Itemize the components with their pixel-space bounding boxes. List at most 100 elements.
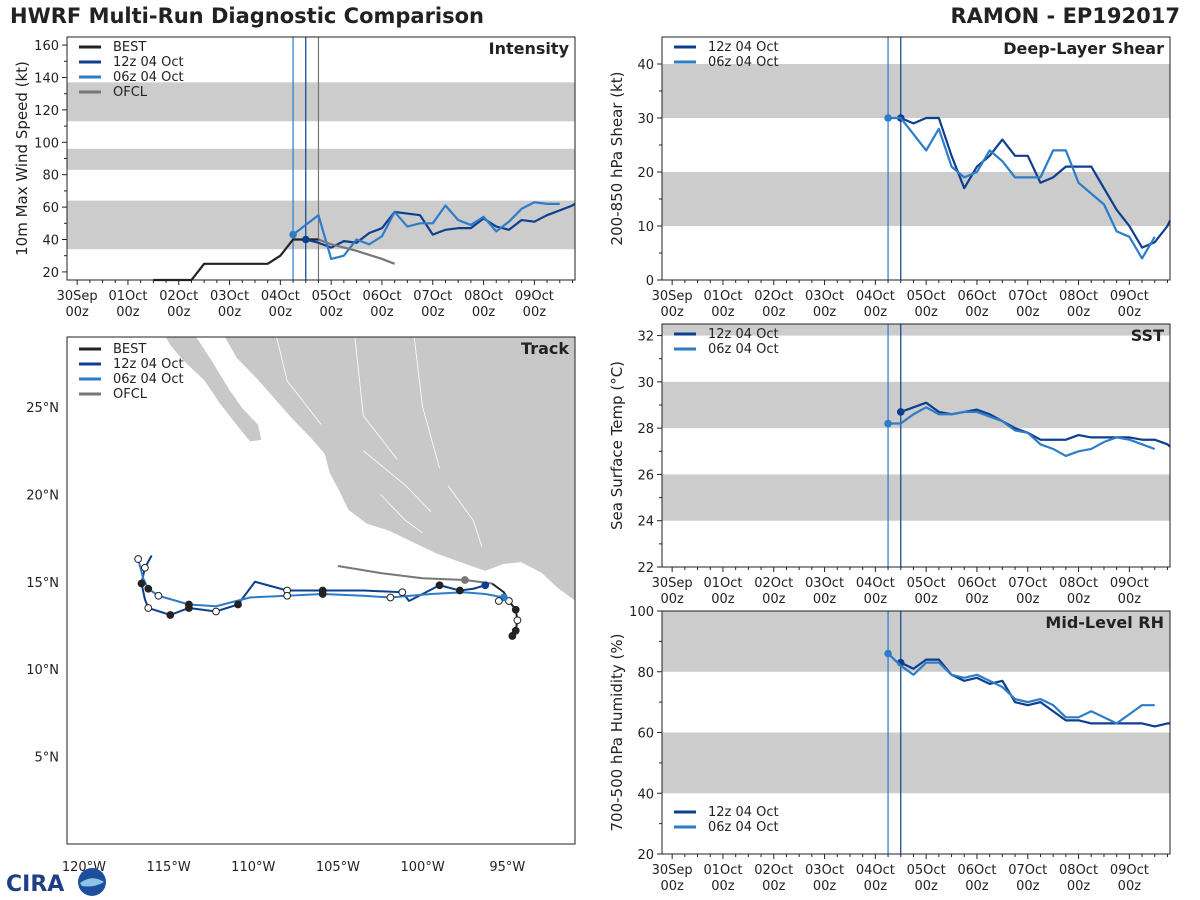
sst-xtick-label: 30Sep	[652, 576, 693, 591]
shear-xtick-label: 09Oct	[1110, 289, 1149, 304]
sst-frame	[661, 323, 1171, 568]
shear-xtick-label: 00z	[965, 305, 989, 320]
track-line-ofcl	[337, 565, 493, 585]
shear-xtick-label: 00z	[1118, 305, 1142, 320]
track-point	[455, 586, 464, 595]
shear-xtick-label: 00z	[1016, 305, 1040, 320]
sst-band	[662, 474, 1170, 521]
rh-ytick-label: 20	[637, 848, 654, 863]
shear-xtick-label: 04Oct	[856, 289, 895, 304]
rh-xtick-label: 00z	[864, 879, 888, 894]
rh-xtick-label: 02Oct	[754, 863, 793, 878]
track-xtick-label: 95°W	[489, 860, 525, 875]
track-title: Track	[521, 339, 569, 358]
sst-ytick-label: 28	[637, 422, 654, 437]
track-point	[185, 600, 193, 609]
rh-xtick-label: 00z	[813, 879, 837, 894]
intensity-series-ofcl	[318, 238, 396, 265]
sst-xtick-label: 00z	[1067, 592, 1091, 607]
track-line-run12	[140, 555, 486, 616]
track-point	[166, 611, 175, 619]
shear-xtick-label: 00z	[1067, 305, 1091, 320]
storm-title: RAMON - EP192017	[950, 4, 1181, 28]
shear-xtick-label: 01Oct	[703, 289, 742, 304]
intensity-xtick-label: 00z	[269, 305, 293, 320]
intensity-ytick-label: 80	[42, 169, 59, 184]
intensity-title: Intensity	[489, 39, 570, 58]
sst-ytick-label: 32	[637, 330, 654, 345]
track-line-run06	[137, 558, 505, 608]
sst-start-marker	[884, 419, 892, 428]
intensity-ylabel: 10m Max Wind Speed (kt)	[13, 61, 31, 256]
track-xtick-label: 105°W	[316, 860, 360, 875]
rh-xtick-label: 30Sep	[652, 863, 693, 878]
shear-xtick-label: 00z	[711, 305, 735, 320]
intensity-legend-label: 06z 04 Oct	[113, 70, 184, 85]
sst-band	[662, 324, 1170, 336]
track-point	[283, 591, 292, 600]
track-point	[144, 584, 153, 593]
rh-xtick-label: 00z	[965, 879, 989, 894]
sst-series-run06	[888, 406, 1156, 458]
sst-ytick-label: 24	[637, 515, 654, 530]
intensity-xtick-label: 08Oct	[464, 289, 503, 304]
rh-xtick-label: 03Oct	[805, 863, 844, 878]
sst-xtick-label: 00z	[660, 592, 684, 607]
logo-text: CIRA	[6, 872, 64, 897]
track-legend-label: BEST	[113, 342, 146, 357]
track-ytick-label: 15°N	[26, 576, 59, 591]
intensity-series-run12	[305, 202, 576, 249]
rh-xtick-label: 00z	[914, 879, 938, 894]
intensity-ytick-label: 20	[42, 266, 59, 281]
state-border	[354, 337, 398, 460]
rh-title: Mid-Level RH	[1045, 613, 1164, 632]
sst-xtick-label: 06Oct	[957, 576, 996, 591]
land-mass	[164, 337, 575, 602]
track-point	[513, 616, 522, 625]
track-ytick-label: 25°N	[26, 401, 59, 416]
rh-xtick-label: 00z	[762, 879, 786, 894]
track-point	[481, 581, 490, 590]
rh-xtick-label: 05Oct	[907, 863, 946, 878]
sst-xtick-label: 00z	[1016, 592, 1040, 607]
shear-ylabel: 200-850 hPa Shear (kt)	[608, 72, 626, 246]
shear-ytick-label: 40	[637, 58, 654, 73]
rh-ytick-label: 40	[637, 787, 654, 802]
page-title: HWRF Multi-Run Diagnostic Comparison	[10, 4, 485, 28]
rh-ytick-label: 60	[637, 727, 654, 742]
sst-xtick-label: 08Oct	[1059, 576, 1098, 591]
intensity-xtick-label: 00z	[116, 305, 140, 320]
shear-panel: 01020304030Sep00z01Oct00z02Oct00z03Oct00…	[608, 36, 1171, 320]
track-point	[212, 607, 220, 616]
intensity-xtick-label: 00z	[319, 305, 343, 320]
sst-xtick-label: 00z	[965, 592, 989, 607]
state-border	[276, 337, 322, 425]
state-border	[363, 450, 432, 513]
shear-frame	[661, 36, 1171, 281]
track-legend-label: 12z 04 Oct	[113, 357, 184, 372]
track-point	[144, 604, 153, 612]
track-point	[398, 588, 407, 597]
track-point	[435, 581, 444, 590]
intensity-xtick-label: 00z	[472, 305, 496, 320]
intensity-legend-label: BEST	[113, 40, 146, 55]
sst-xtick-label: 00z	[864, 592, 888, 607]
shear-xtick-label: 00z	[762, 305, 786, 320]
track-ytick-label: 10°N	[26, 663, 59, 678]
rh-xtick-label: 09Oct	[1110, 863, 1149, 878]
track-map-layer	[134, 337, 575, 640]
intensity-band	[67, 148, 575, 170]
sst-xtick-label: 00z	[914, 592, 938, 607]
rh-xtick-label: 07Oct	[1008, 863, 1047, 878]
track-panel: 120°W 115°W 110°W 105°W 100°W 95°W5°N10°N15°N…	[26, 336, 576, 875]
rh-xtick-label: 08Oct	[1059, 863, 1098, 878]
sst-start-marker	[896, 408, 905, 416]
intensity-series-run06	[292, 201, 560, 261]
track-point	[511, 605, 520, 614]
rh-legend-label: 06z 04 Oct	[708, 820, 779, 835]
track-point	[494, 597, 503, 605]
shear-xtick-label: 00z	[660, 305, 684, 320]
track-point	[318, 590, 327, 598]
track-point	[140, 563, 149, 572]
intensity-xtick-label: 09Oct	[515, 289, 554, 304]
